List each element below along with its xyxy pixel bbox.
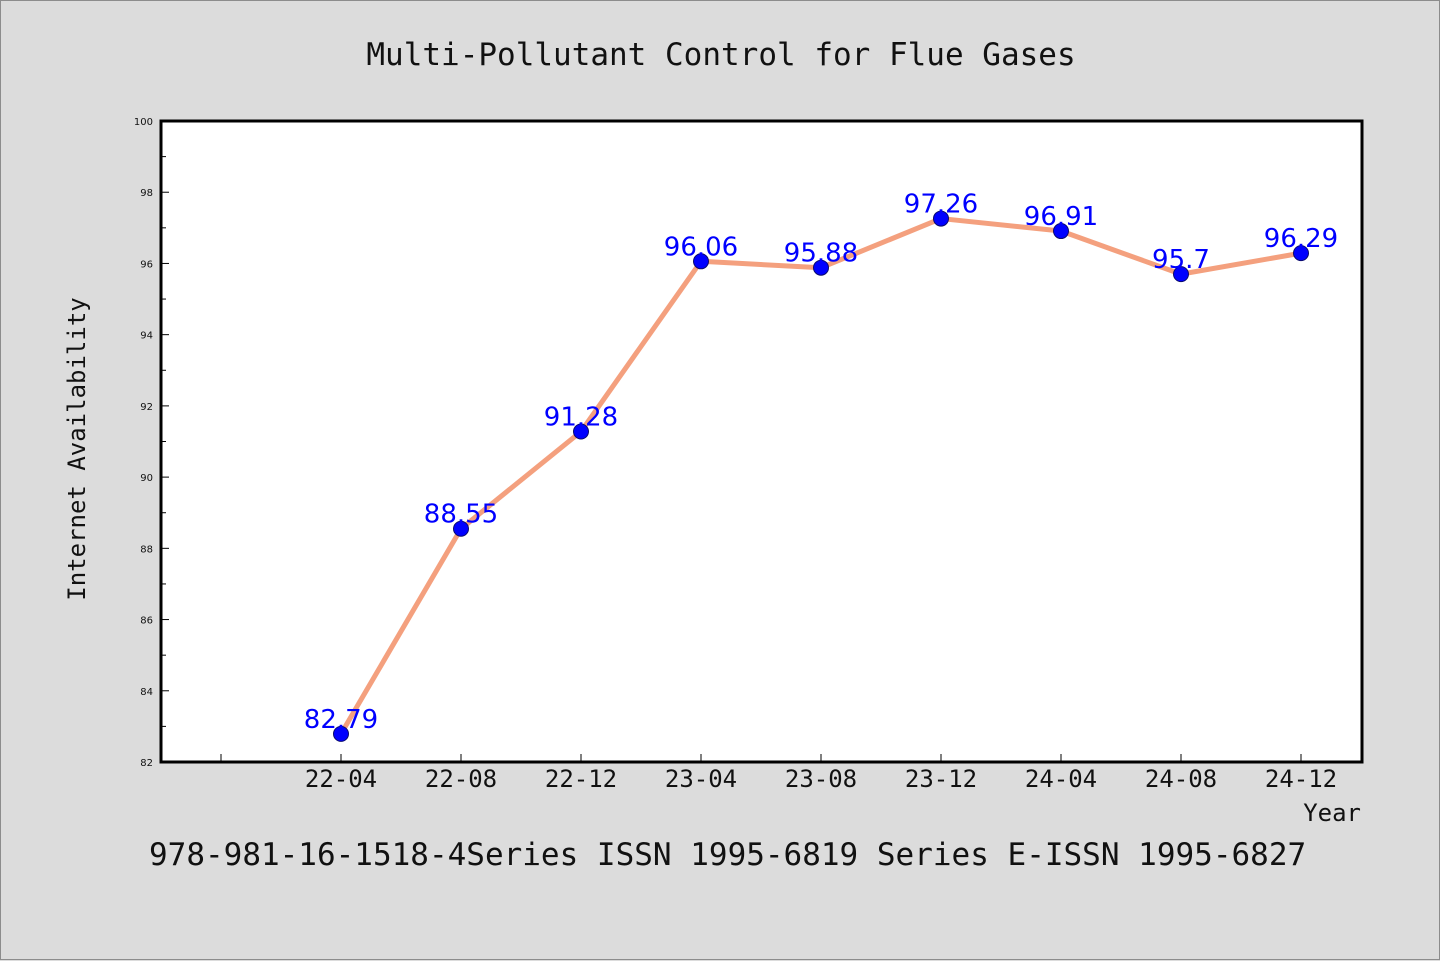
data-label: 95.7 bbox=[1152, 245, 1210, 275]
x-tick-label: 24-08 bbox=[1145, 765, 1217, 793]
data-point-marker bbox=[453, 520, 469, 537]
x-tick-label: 22-08 bbox=[425, 765, 497, 793]
footer-isbn-text: 978-981-16-1518-4Series ISSN 1995-6819 S… bbox=[149, 837, 1306, 873]
x-tick-label: 24-12 bbox=[1265, 765, 1337, 793]
data-label-layer: 82.79 88.55 91.28 96.06 95.88 97.26 96.91 95.7 9… bbox=[304, 190, 1338, 735]
data-label: 96.91 bbox=[1024, 202, 1098, 232]
data-label: 96.29 bbox=[1264, 224, 1338, 254]
y-tick-label: 98 bbox=[140, 188, 153, 199]
y-tick-label: 84 bbox=[140, 687, 153, 698]
y-axis-label: Internet Availability bbox=[63, 297, 91, 600]
y-tick-label: 82 bbox=[140, 758, 153, 769]
data-point-marker bbox=[1173, 266, 1189, 283]
data-label: 91.28 bbox=[544, 403, 618, 433]
data-point-marker bbox=[573, 423, 589, 440]
data-label: 88.55 bbox=[424, 500, 498, 530]
data-point-marker bbox=[1053, 223, 1069, 240]
y-tick-label: 92 bbox=[140, 402, 153, 413]
data-label: 96.06 bbox=[664, 232, 738, 262]
x-tick-label: 23-04 bbox=[665, 765, 737, 793]
data-point-marker bbox=[1293, 245, 1309, 262]
y-axis: 82 84 86 88 90 92 94 96 98 100 bbox=[134, 117, 169, 769]
data-point-marker bbox=[693, 253, 709, 270]
data-point-marker bbox=[333, 725, 349, 742]
x-tick-label: 22-12 bbox=[545, 765, 617, 793]
data-label: 82.79 bbox=[304, 705, 378, 735]
y-tick-label: 86 bbox=[140, 616, 153, 627]
plot-area bbox=[159, 119, 1364, 764]
x-tick-label: 24-04 bbox=[1025, 765, 1097, 793]
chart-title: Multi-Pollutant Control for Flue Gases bbox=[366, 37, 1075, 73]
y-tick-label: 94 bbox=[140, 331, 153, 342]
y-tick-label: 96 bbox=[140, 259, 153, 270]
data-point-marker bbox=[813, 259, 829, 276]
x-tick-label: 23-12 bbox=[905, 765, 977, 793]
data-label: 95.88 bbox=[784, 239, 858, 269]
data-label: 97.26 bbox=[904, 190, 978, 220]
x-tick-label: 23-08 bbox=[785, 765, 857, 793]
x-axis: 22-04 22-08 22-12 23-04 23-08 23-12 24-04 24-08… bbox=[220, 754, 1337, 793]
y-tick-label: 88 bbox=[140, 544, 153, 555]
series-layer bbox=[333, 210, 1309, 742]
x-tick-label: 22-04 bbox=[305, 765, 377, 793]
y-tick-label: 100 bbox=[134, 117, 153, 128]
data-point-marker bbox=[933, 210, 949, 227]
y-tick-label: 90 bbox=[140, 473, 153, 484]
x-axis-label: Year bbox=[1303, 799, 1361, 827]
